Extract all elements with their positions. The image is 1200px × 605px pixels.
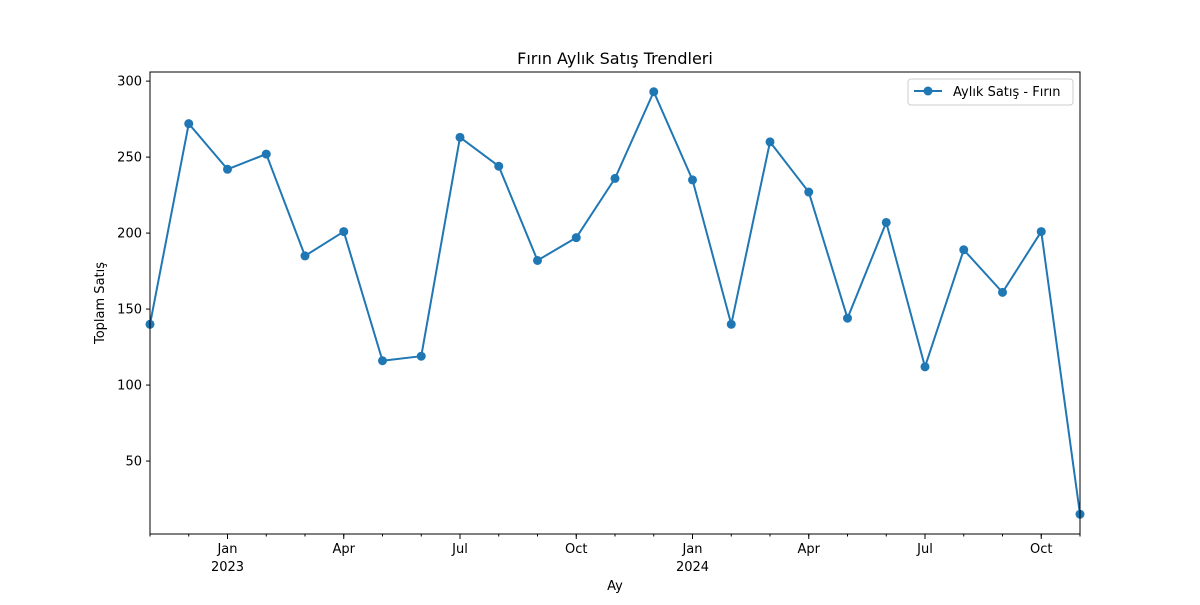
x-tick-label: Oct	[1030, 542, 1052, 557]
y-tick-label: 100	[117, 379, 142, 394]
data-point	[455, 132, 465, 142]
series-layer	[145, 87, 1085, 519]
legend-marker-swatch	[923, 86, 933, 96]
x-axis-label: Ay	[607, 579, 623, 594]
legend: Aylık Satış - Fırın	[907, 78, 1074, 106]
data-point	[804, 187, 814, 197]
y-tick-label: 150	[117, 303, 142, 318]
x-tick-label: Jul	[451, 542, 468, 557]
data-point	[261, 149, 271, 159]
x-tick-year-label: 2023	[211, 560, 244, 575]
series-line	[149, 90, 1081, 515]
y-tick-label: 250	[117, 151, 142, 166]
x-tick-label: Apr	[333, 542, 356, 557]
data-point	[184, 119, 194, 129]
data-point	[610, 173, 620, 183]
legend-series-label: Aylık Satış - Fırın	[953, 85, 1061, 100]
y-tick-label: 50	[125, 455, 142, 470]
x-tick-label: Jul	[916, 542, 933, 557]
data-point	[649, 87, 659, 97]
data-point	[765, 137, 775, 147]
data-point	[959, 245, 969, 255]
data-point	[881, 217, 891, 227]
x-tick-label: Apr	[798, 542, 821, 557]
axis-ticks: 50 100 150 200 250 300 Jan 2023 Apr Jul Oct Jan 2024…	[117, 75, 1081, 575]
y-tick-label: 300	[117, 75, 142, 90]
y-tick-label: 200	[117, 227, 142, 242]
data-point	[300, 251, 310, 261]
legend-box	[907, 78, 1074, 106]
x-tick-label: Oct	[565, 542, 587, 557]
data-point	[533, 255, 542, 265]
x-tick-label: Jan	[681, 542, 702, 557]
chart-title: Fırın Aylık Satış Trendleri	[517, 49, 713, 68]
data-point	[571, 233, 581, 243]
x-tick-year-label: 2024	[676, 560, 709, 575]
plot-area-frame	[149, 71, 1081, 535]
data-point	[998, 287, 1007, 297]
data-point	[416, 351, 426, 361]
data-point	[726, 319, 736, 329]
data-point	[920, 362, 930, 372]
x-tick-label: Jan	[216, 542, 237, 557]
data-point	[1036, 227, 1046, 237]
data-point	[378, 356, 387, 366]
data-point	[223, 164, 232, 174]
y-axis-label: Toplam Satış	[93, 262, 108, 345]
data-point	[494, 161, 504, 171]
data-point	[688, 175, 697, 185]
data-point	[339, 227, 349, 237]
data-point	[843, 313, 852, 323]
